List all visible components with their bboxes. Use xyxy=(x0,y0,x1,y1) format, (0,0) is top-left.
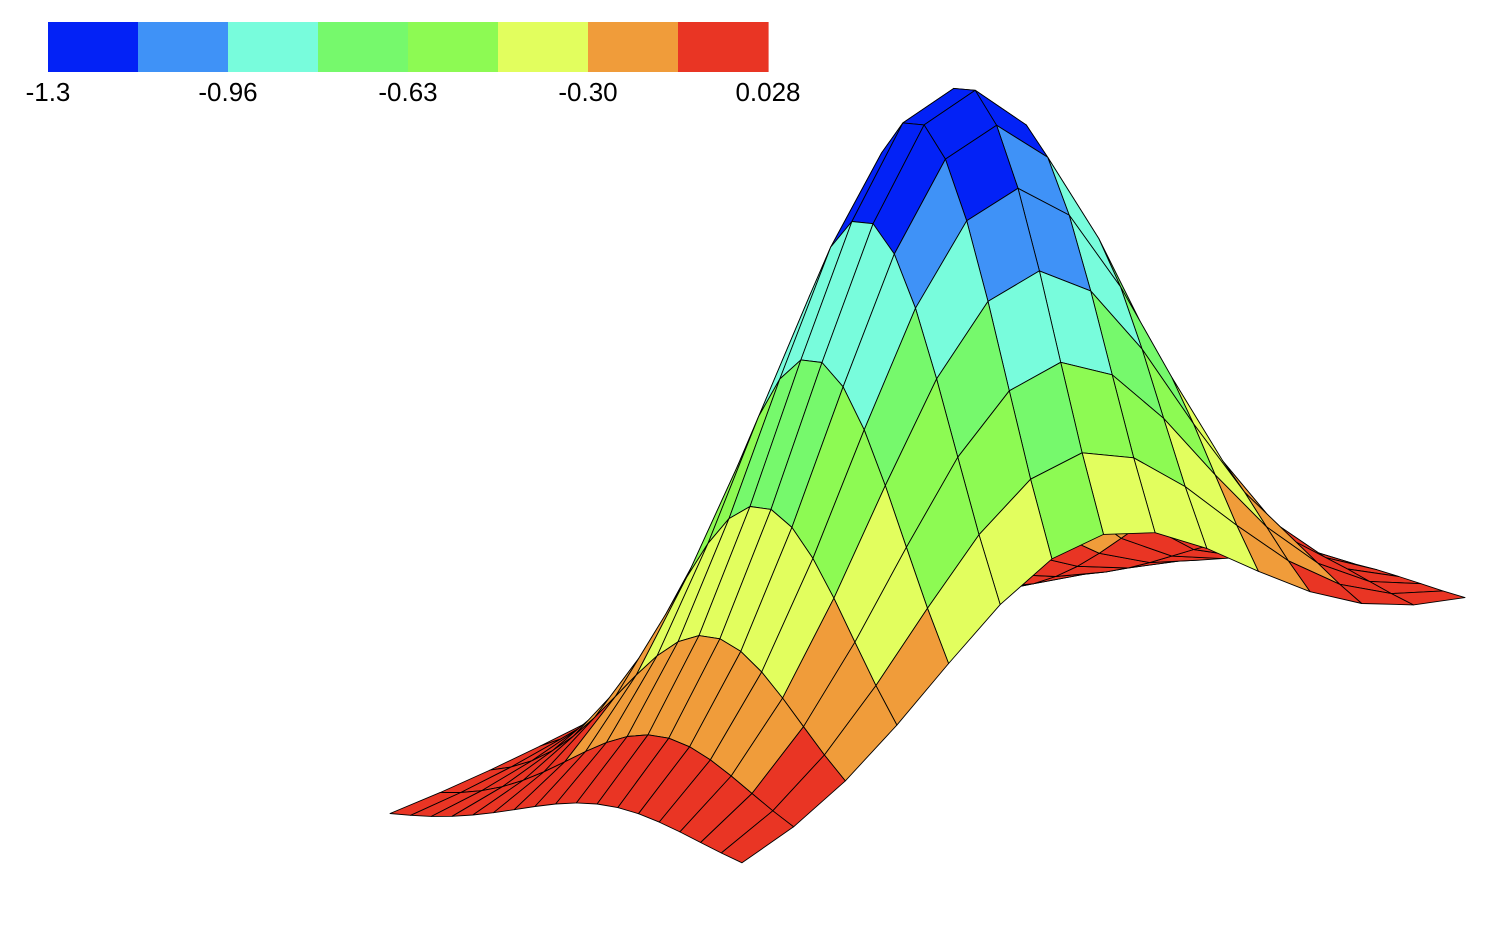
colorbar-legend: -1.3 -0.96 -0.63 -0.30 0.028 xyxy=(26,22,801,107)
colorbar-band xyxy=(138,22,229,72)
colorbar-tick-label: -0.96 xyxy=(198,77,257,107)
colorbar-tick-label: 0.028 xyxy=(735,77,800,107)
colorbar-tick-label: -1.3 xyxy=(26,77,71,107)
colorbar-tick-label: -0.63 xyxy=(378,77,437,107)
surface-cell xyxy=(720,810,795,864)
colorbar-band xyxy=(48,22,139,72)
colorbar-band xyxy=(228,22,319,72)
colorbar-band xyxy=(498,22,589,72)
colorbar-band xyxy=(318,22,409,72)
colorbar-tick-label: -0.30 xyxy=(558,77,617,107)
colorbar-band xyxy=(678,22,769,72)
colorbar-band xyxy=(408,22,499,72)
colorbar-tick-labels: -1.3 -0.96 -0.63 -0.30 0.028 xyxy=(26,77,801,107)
colorbar-band xyxy=(588,22,679,72)
surface-mesh xyxy=(389,87,1466,864)
colorbar-bands xyxy=(48,22,769,72)
